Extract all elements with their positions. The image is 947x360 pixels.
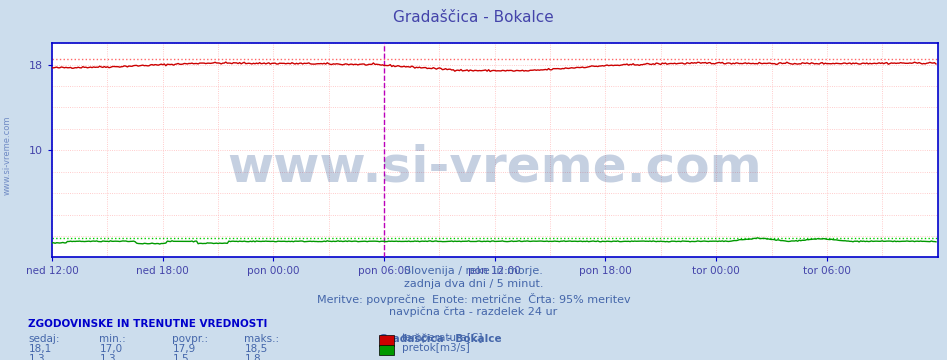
- Text: Slovenija / reke in morje.: Slovenija / reke in morje.: [404, 266, 543, 276]
- Text: Meritve: povprečne  Enote: metrične  Črta: 95% meritev: Meritve: povprečne Enote: metrične Črta:…: [316, 293, 631, 305]
- Text: navpična črta - razdelek 24 ur: navpična črta - razdelek 24 ur: [389, 306, 558, 316]
- Text: povpr.:: povpr.:: [172, 334, 208, 344]
- Text: 1,5: 1,5: [172, 354, 189, 360]
- Text: pretok[m3/s]: pretok[m3/s]: [402, 343, 470, 353]
- Text: Gradaščica - Bokalce: Gradaščica - Bokalce: [393, 10, 554, 25]
- Text: min.:: min.:: [99, 334, 126, 344]
- Text: 17,0: 17,0: [99, 344, 122, 354]
- Text: www.si-vreme.com: www.si-vreme.com: [3, 115, 12, 194]
- Text: www.si-vreme.com: www.si-vreme.com: [227, 143, 762, 192]
- Text: Gradaščica - Bokalce: Gradaščica - Bokalce: [379, 334, 501, 344]
- Text: 17,9: 17,9: [172, 344, 196, 354]
- Text: 18,1: 18,1: [28, 344, 52, 354]
- Text: maks.:: maks.:: [244, 334, 279, 344]
- Text: 1,8: 1,8: [244, 354, 261, 360]
- Text: 1,3: 1,3: [99, 354, 116, 360]
- Text: zadnja dva dni / 5 minut.: zadnja dva dni / 5 minut.: [403, 279, 544, 289]
- Text: 1,3: 1,3: [28, 354, 45, 360]
- Text: 18,5: 18,5: [244, 344, 268, 354]
- Text: temperatura[C]: temperatura[C]: [402, 333, 483, 343]
- Text: ZGODOVINSKE IN TRENUTNE VREDNOSTI: ZGODOVINSKE IN TRENUTNE VREDNOSTI: [28, 319, 268, 329]
- Text: sedaj:: sedaj:: [28, 334, 60, 344]
